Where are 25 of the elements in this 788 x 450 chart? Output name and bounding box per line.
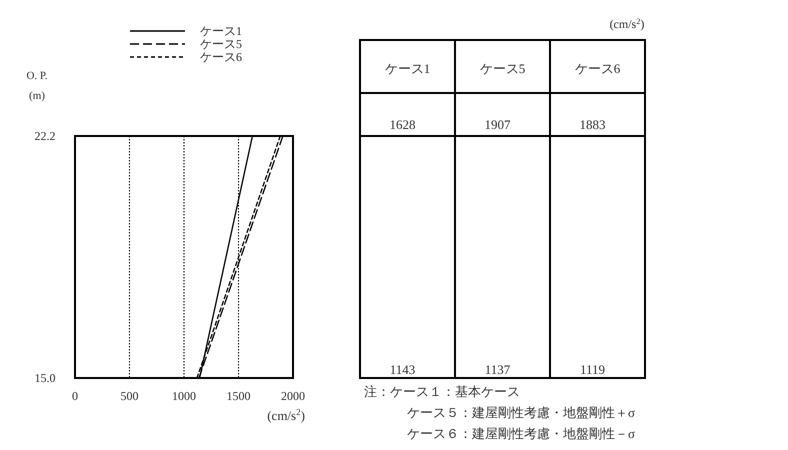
x-tick-label: 1500 <box>226 389 250 403</box>
text: ケース5 <box>480 61 526 76</box>
y-axis-title: O. P. (m) <box>26 70 48 102</box>
text: 1907 <box>484 117 511 132</box>
x-tick-label: 500 <box>120 389 138 403</box>
legend-label: ケース1 <box>200 24 242 38</box>
text: 1137 <box>484 362 511 377</box>
text: 1143 <box>390 362 416 377</box>
text: ケース５：建屋剛性考慮・地盤剛性＋σ <box>407 405 636 420</box>
text: 注：ケース１：基本ケース <box>364 384 520 399</box>
x-tick-label: 1000 <box>172 389 196 403</box>
legend-label: ケース5 <box>200 37 242 51</box>
text: 1883 <box>580 117 606 132</box>
y-tick-label: 22.2 <box>34 129 56 143</box>
text: 1628 <box>390 117 416 132</box>
x-axis-title: (cm/s$^{2}$) <box>267 407 305 423</box>
x-tick-label: 2000 <box>281 389 305 403</box>
text: (cm/s$^{2}$) <box>610 16 644 31</box>
x-tick-label: 0 <box>72 389 78 403</box>
text: ケース６：建屋剛性考慮・地盤剛性－σ <box>407 426 636 441</box>
text: ケース1 <box>384 61 430 76</box>
y-tick-label: 15.0 <box>34 371 56 385</box>
text: 1119 <box>580 362 606 377</box>
legend-label: ケース6 <box>200 50 242 64</box>
text: ケース6 <box>574 61 620 76</box>
